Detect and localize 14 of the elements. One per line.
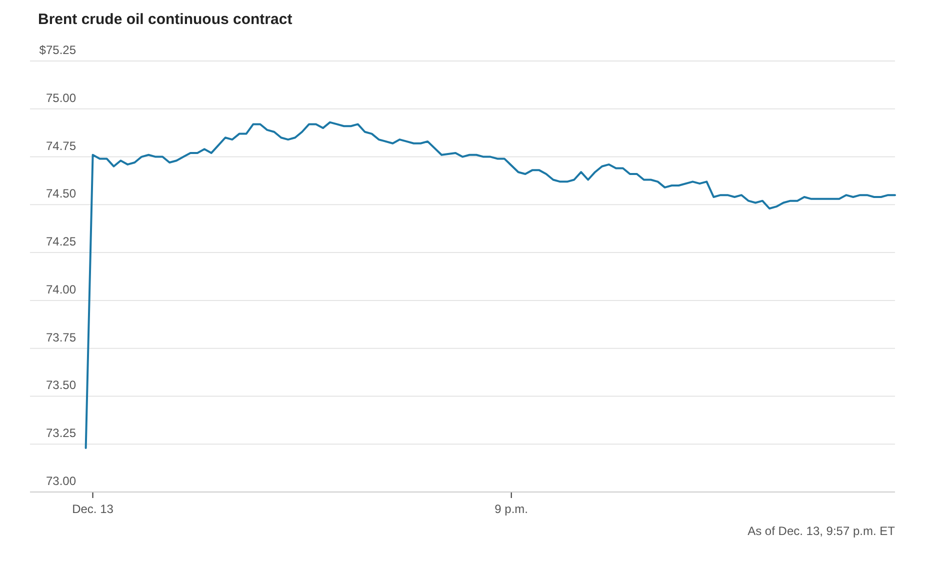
y-tick-label: 75.00: [46, 90, 76, 105]
y-tick-label: 73.25: [46, 426, 76, 440]
x-tick-label: 9 p.m.: [494, 502, 528, 516]
text: As of Dec. 13, 9:57 p.m. ET: [748, 524, 896, 538]
y-tick-label: 73.75: [46, 330, 76, 344]
y-tick-label: 74.75: [46, 138, 76, 153]
y-tick-label: 74.00: [46, 282, 76, 296]
y-tick-label: 74.25: [46, 234, 76, 249]
y-tick-label: 74.50: [46, 186, 76, 201]
chart-title: Brent crude oil continuous contract: [38, 11, 292, 28]
y-tick-label: $75.25: [39, 43, 76, 57]
y-tick-label: 73.50: [46, 378, 76, 392]
x-tick-label: Dec. 13: [72, 502, 114, 516]
y-tick-label: 73.00: [46, 474, 76, 488]
